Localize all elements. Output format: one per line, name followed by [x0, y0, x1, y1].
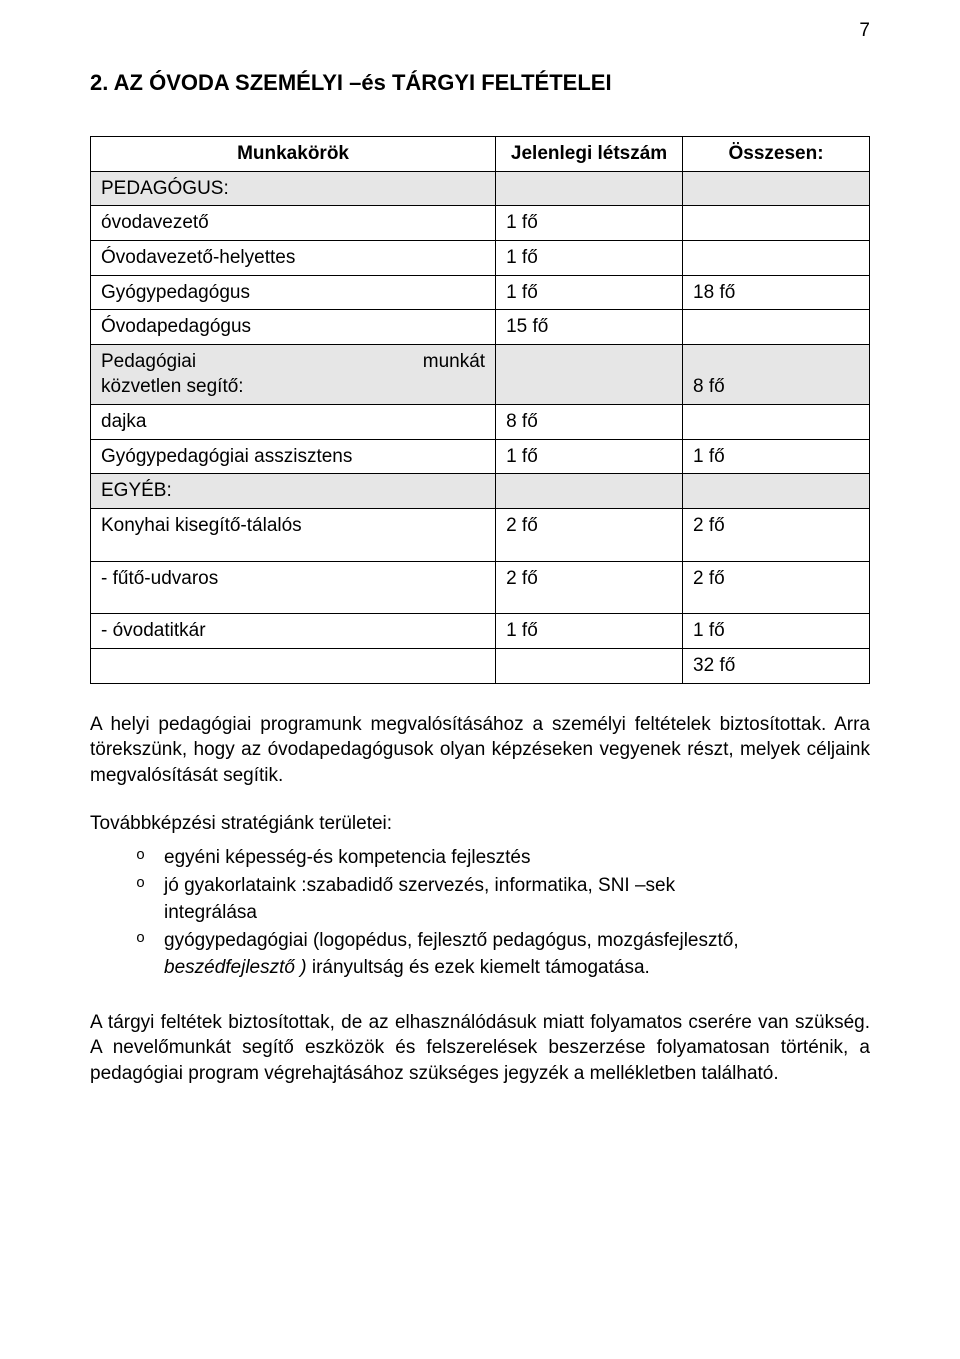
- cell-helyettes: Óvodavezető-helyettes: [91, 240, 496, 275]
- cell-munkat-segito: Pedagógiai munkát közvetlen segítő:: [91, 344, 496, 404]
- cell-count: 2 fő: [496, 509, 683, 562]
- cell-sum: 2 fő: [683, 561, 870, 614]
- cell-empty: [496, 648, 683, 683]
- cell-count: 1 fő: [496, 275, 683, 310]
- cell-text: közvetlen segítő:: [101, 374, 485, 400]
- table-row-total: 32 fő: [91, 648, 870, 683]
- cell-futo: - fűtő-udvaros: [91, 561, 496, 614]
- cell-count: 1 fő: [496, 240, 683, 275]
- cell-empty: [683, 310, 870, 345]
- cell-empty: [683, 405, 870, 440]
- table-row-header: Munkakörök Jelenlegi létszám Összesen:: [91, 137, 870, 172]
- cell-empty: [496, 171, 683, 206]
- table-row: - fűtő-udvaros 2 fő 2 fő: [91, 561, 870, 614]
- cell-empty: [683, 171, 870, 206]
- cell-empty: [91, 648, 496, 683]
- cell-text: munkát: [423, 349, 485, 375]
- cell-pedagogus: PEDAGÓGUS:: [91, 171, 496, 206]
- cell-sum: 18 fő: [683, 275, 870, 310]
- table-row: Konyhai kisegítő-tálalós 2 fő 2 fő: [91, 509, 870, 562]
- cell-total: 32 fő: [683, 648, 870, 683]
- col-header-osszesen: Összesen:: [683, 137, 870, 172]
- cell-ovodaped: Óvodapedagógus: [91, 310, 496, 345]
- bullet-text: irányultság és ezek kiemelt támogatása.: [307, 957, 650, 978]
- section-title: 2. AZ ÓVODA SZEMÉLYI –és TÁRGYI FELTÉTEL…: [90, 70, 870, 96]
- table-row: Gyógypedagógiai asszisztens 1 fő 1 fő: [91, 439, 870, 474]
- cell-count: 1 fő: [496, 439, 683, 474]
- paragraph-2: A tárgyi feltétek biztosítottak, de az e…: [90, 1010, 870, 1087]
- cell-sum: 2 fő: [683, 509, 870, 562]
- cell-sum: 8 fő: [683, 344, 870, 404]
- table-row: dajka 8 fő: [91, 405, 870, 440]
- page-number: 7: [859, 20, 870, 42]
- list-item: jó gyakorlataink :szabadidő szervezés, i…: [136, 873, 870, 926]
- list-item: gyógypedagógiai (logopédus, fejlesztő pe…: [136, 928, 870, 981]
- roles-table: Munkakörök Jelenlegi létszám Összesen: P…: [90, 136, 870, 684]
- cell-ovodavezeto: óvodavezető: [91, 206, 496, 241]
- cell-konyhai: Konyhai kisegítő-tálalós: [91, 509, 496, 562]
- cell-count: 8 fő: [496, 405, 683, 440]
- table-row: óvodavezető 1 fő: [91, 206, 870, 241]
- cell-count: 15 fő: [496, 310, 683, 345]
- table-row: PEDAGÓGUS:: [91, 171, 870, 206]
- cell-empty: [683, 240, 870, 275]
- table-row: Pedagógiai munkát közvetlen segítő: 8 fő: [91, 344, 870, 404]
- bullet-text: jó gyakorlataink :szabadidő szervezés, i…: [164, 875, 675, 896]
- cell-titkar: - óvodatitkár: [91, 614, 496, 649]
- col-header-letszam: Jelenlegi létszám: [496, 137, 683, 172]
- table-row: Óvodavezető-helyettes 1 fő: [91, 240, 870, 275]
- cell-empty: [496, 344, 683, 404]
- cell-empty: [683, 206, 870, 241]
- cell-gyogy-assz: Gyógypedagógiai asszisztens: [91, 439, 496, 474]
- list-item: egyéni képesség-és kompetencia fejleszté…: [136, 845, 870, 872]
- cell-gyogyped: Gyógypedagógus: [91, 275, 496, 310]
- cell-count: 2 fő: [496, 561, 683, 614]
- table-row: EGYÉB:: [91, 474, 870, 509]
- cell-dajka: dajka: [91, 405, 496, 440]
- cell-egyeb: EGYÉB:: [91, 474, 496, 509]
- bullet-list: egyéni képesség-és kompetencia fejleszté…: [90, 845, 870, 982]
- paragraph-1: A helyi pedagógiai programunk megvalósít…: [90, 712, 870, 789]
- cell-sum: 1 fő: [683, 614, 870, 649]
- table-row: - óvodatitkár 1 fő 1 fő: [91, 614, 870, 649]
- bullet-text: gyógypedagógiai (logopédus, fejlesztő pe…: [164, 930, 739, 951]
- cell-count: 1 fő: [496, 206, 683, 241]
- page: 7 2. AZ ÓVODA SZEMÉLYI –és TÁRGYI FELTÉT…: [0, 0, 960, 1359]
- sub-heading: Továbbképzési stratégiánk területei:: [90, 813, 870, 835]
- bullet-text: egyéni képesség-és kompetencia fejleszté…: [164, 847, 530, 868]
- cell-empty: [496, 474, 683, 509]
- cell-count: 1 fő: [496, 614, 683, 649]
- table-row: Óvodapedagógus 15 fő: [91, 310, 870, 345]
- cell-sum: 1 fő: [683, 439, 870, 474]
- bullet-text: integrálása: [164, 902, 257, 923]
- bullet-text-italic: beszédfejlesztő ): [164, 957, 307, 978]
- cell-text: Pedagógiai: [101, 349, 196, 375]
- table-row: Gyógypedagógus 1 fő 18 fő: [91, 275, 870, 310]
- cell-empty: [683, 474, 870, 509]
- col-header-munkakorok: Munkakörök: [91, 137, 496, 172]
